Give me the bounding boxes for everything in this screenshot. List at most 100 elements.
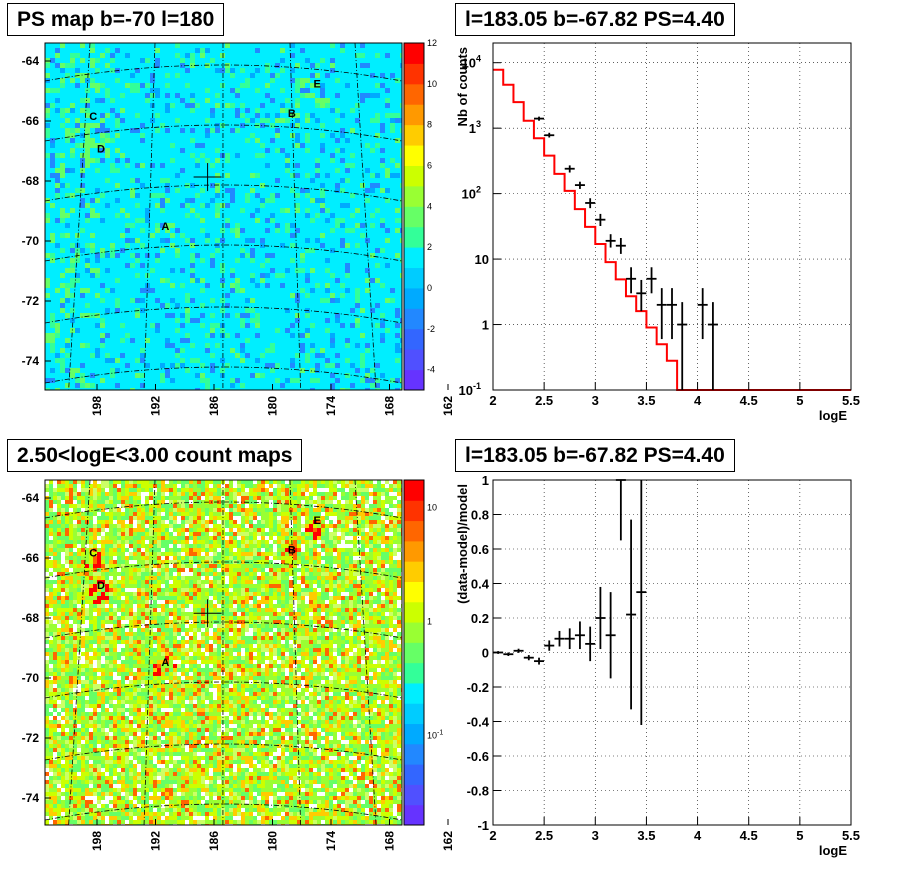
map-x-tick: 198 [90, 831, 104, 851]
x-tick-label: 5.5 [842, 393, 860, 408]
colorbar-cell [404, 206, 424, 228]
colorbar-cell [404, 185, 424, 207]
parallel-line [45, 366, 402, 384]
map-y-tick: -68 [22, 174, 40, 188]
x-axis-label: logE [819, 843, 847, 858]
x-tick-label: 4 [694, 393, 702, 408]
colorbar-frame [403, 42, 425, 391]
meridian-line [289, 480, 302, 825]
meridian-line [68, 480, 91, 825]
y-tick-label: -0.2 [467, 680, 489, 695]
y-axis-label: Nb of counts [455, 47, 470, 126]
colorbar-cell [404, 226, 424, 248]
model-histogram [493, 68, 851, 391]
parallel-line [45, 64, 402, 82]
colorbar-cell [404, 804, 424, 826]
source-label-e: E [314, 515, 321, 527]
map-x-tick: 174 [324, 396, 338, 416]
map-frame [44, 42, 403, 391]
y-tick-label: -0.8 [467, 784, 489, 799]
grid [492, 479, 852, 826]
x-axis-label: logE [819, 408, 847, 423]
map-y-tick: -70 [22, 671, 40, 685]
residuals-panel: 2 2.5 3 3.5 4 4.5 5 5.5 1 0.8 0.6 0.4 0.2 0 -0.2 -0.4 -0… [455, 473, 860, 858]
colorbar-cell [404, 622, 424, 643]
colorbar-cell [404, 267, 424, 289]
map-pixels [45, 480, 402, 825]
source-label-a: A [161, 221, 169, 233]
meridian-line [143, 480, 156, 825]
x-tick-label: 2.5 [535, 393, 553, 408]
y-tick-label: -0.6 [467, 749, 489, 764]
y-tick-label: -0.4 [467, 715, 490, 730]
title-ps-map: PS map b=-70 l=180 [7, 3, 225, 36]
parallel-line [45, 124, 402, 142]
colorbar-tick: 4 [427, 201, 432, 211]
x-tick-label: 4.5 [740, 393, 758, 408]
source-label-b: B [288, 545, 296, 557]
x-tick-label: 4 [694, 828, 702, 843]
colorbar-cell [404, 642, 424, 664]
map-frame [44, 479, 403, 826]
parallel-line [45, 743, 402, 761]
y-tick-label: 0.4 [471, 577, 490, 592]
x-tick-label: 5.5 [842, 828, 860, 843]
map-x-tick: 186 [207, 831, 221, 851]
source-label-c: C [89, 111, 97, 123]
title-spectrum: l=183.05 b=-67.82 PS=4.40 [455, 3, 735, 36]
meridian-line [420, 480, 451, 825]
colorbar-cell [404, 83, 424, 105]
colorbar-cell [404, 784, 424, 806]
y-tick-label: 0.8 [471, 508, 489, 523]
colorbar-cell [404, 500, 424, 522]
map-y-tick: -72 [22, 294, 40, 308]
colorbar-cell [404, 682, 424, 704]
title-residuals: l=183.05 b=-67.82 PS=4.40 [455, 439, 735, 472]
parallel-line [45, 184, 402, 202]
parallel-line [45, 681, 402, 699]
x-tick-label: 4.5 [740, 828, 758, 843]
colorbar-cell [404, 43, 424, 64]
map-x-tick: 168 [383, 831, 397, 851]
source-label-d: D [97, 580, 105, 592]
colorbar-cell [404, 124, 424, 146]
colorbar-cell [404, 764, 424, 785]
y-tick-label: -1 [477, 818, 489, 833]
meridian-line [0, 480, 25, 825]
meridian-line [0, 43, 25, 390]
y-axis-label: (data-model)/model [455, 484, 470, 604]
map-y-tick: -66 [22, 114, 40, 128]
map-y-tick: -64 [22, 491, 40, 505]
meridian-line [420, 43, 451, 390]
map-y-tick: -74 [22, 791, 40, 805]
colorbar-tick: -4 [427, 365, 435, 375]
meridian-line [143, 43, 156, 390]
source-label-c: C [89, 548, 97, 560]
colorbar-cell [404, 328, 424, 350]
y-tick-label: 10 [475, 252, 489, 267]
meridian-line [68, 43, 91, 390]
colorbar-cell [404, 540, 424, 562]
y-tick-label: 102 [462, 185, 481, 202]
colorbar-tick: 0 [427, 283, 432, 293]
meridian-line [289, 43, 302, 390]
graticule [0, 43, 451, 390]
x-tick-label: 5 [796, 828, 803, 843]
colorbar-tick: 6 [427, 160, 432, 170]
map-x-tick: 192 [149, 831, 163, 851]
plot-frame [492, 42, 852, 391]
colorbar-cell [404, 581, 424, 603]
x-tick-label: 3 [592, 828, 599, 843]
x-tick-label: 2.5 [535, 828, 553, 843]
title-count-map: 2.50<logE<3.00 count maps [7, 439, 303, 472]
map-y-tick: -72 [22, 731, 40, 745]
map-x-tick: 162 [441, 396, 455, 416]
colorbar-tick: 10 [427, 79, 437, 89]
y-tick-label: 1 [482, 318, 489, 333]
colorbar-cell [404, 287, 424, 309]
meridian-line [354, 480, 377, 825]
y-tick-label: 1 [482, 473, 489, 488]
colorbar-tick: 12 [427, 38, 437, 48]
